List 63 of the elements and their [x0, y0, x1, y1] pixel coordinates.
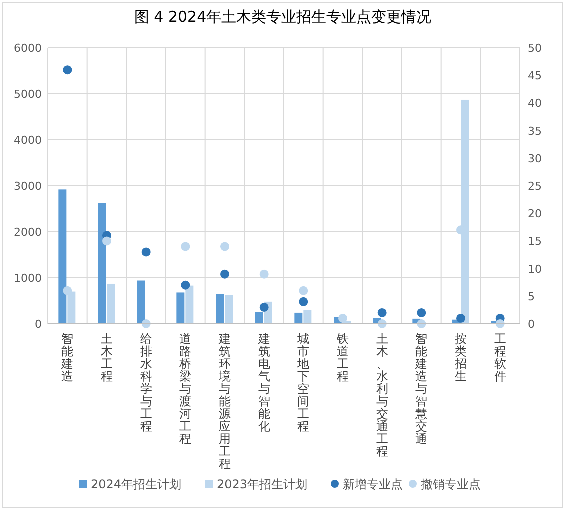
- bar: [98, 203, 106, 324]
- point: [338, 314, 348, 323]
- point: [63, 286, 72, 296]
- point: [220, 242, 230, 252]
- bar: [216, 294, 224, 324]
- x-tick-label: 铁道工程: [336, 332, 349, 384]
- category-label: 道路桥梁与渡河工程: [180, 332, 192, 446]
- y2-tick-label: 20: [528, 208, 542, 221]
- x-tick-label: 按类招生: [454, 332, 467, 384]
- y2-tick-label: 25: [528, 180, 542, 193]
- point: [299, 297, 308, 306]
- x-tick-label: 城市地下空间工程: [296, 332, 310, 434]
- y-tick-label: 3000: [14, 180, 42, 193]
- y2-tick-label: 40: [528, 97, 542, 110]
- bar: [255, 312, 264, 324]
- bar: [186, 286, 194, 324]
- legend-label: 2024年招生计划: [91, 478, 182, 492]
- y2-tick-label: 30: [528, 152, 542, 166]
- point: [299, 286, 308, 296]
- bar: [294, 312, 303, 324]
- y-tick-label: 1000: [14, 272, 42, 285]
- point: [63, 66, 72, 75]
- category-label: 土木、水利与交通工程: [376, 332, 388, 458]
- category-label: 智能建造与智慧交通: [416, 332, 428, 446]
- point: [456, 314, 466, 323]
- x-tick-label: 智能建造: [60, 332, 74, 384]
- bar: [58, 190, 67, 324]
- y2-tick-label: 5: [528, 290, 535, 304]
- point: [102, 236, 112, 246]
- y2-tick-label: 45: [528, 70, 542, 83]
- y-tick-label: 4000: [14, 134, 42, 147]
- point: [142, 248, 151, 257]
- point: [181, 280, 190, 290]
- bar: [225, 295, 233, 324]
- y2-tick-label: 15: [528, 235, 542, 248]
- x-tick-label: 建筑电气与智能化: [257, 332, 270, 434]
- y2-tick-label: 50: [528, 42, 542, 55]
- bar: [461, 100, 469, 324]
- y-tick-label: 0: [35, 318, 42, 331]
- x-tick-label: 工程软件: [494, 332, 506, 384]
- y2-tick-label: 0: [528, 318, 535, 331]
- bar: [304, 310, 312, 324]
- legend-label: 撤销专业点: [421, 478, 481, 492]
- y2-tick-label: 35: [528, 124, 542, 138]
- point: [260, 270, 269, 279]
- bar: [176, 292, 185, 324]
- legend-label: 2023年招生计划: [217, 478, 308, 492]
- point: [260, 302, 269, 312]
- legend-label: 新增专业点: [343, 478, 403, 492]
- chart-title: 图 4 2024年土木类专业招生专业点变更情况: [134, 8, 432, 26]
- point: [181, 242, 190, 252]
- category-label: 建筑环境与能源应用工程: [219, 332, 231, 471]
- bar: [137, 280, 146, 324]
- point: [378, 308, 387, 318]
- y-tick-label: 5000: [14, 88, 42, 101]
- bar: [107, 284, 115, 324]
- point: [220, 270, 230, 279]
- x-tick-label: 给排水科学与工程: [140, 332, 152, 434]
- point: [417, 308, 426, 318]
- y2-tick-label: 10: [528, 262, 542, 276]
- y-tick-label: 2000: [14, 226, 42, 239]
- x-tick-label: 土木工程: [101, 332, 113, 384]
- y-tick-label: 6000: [14, 42, 42, 55]
